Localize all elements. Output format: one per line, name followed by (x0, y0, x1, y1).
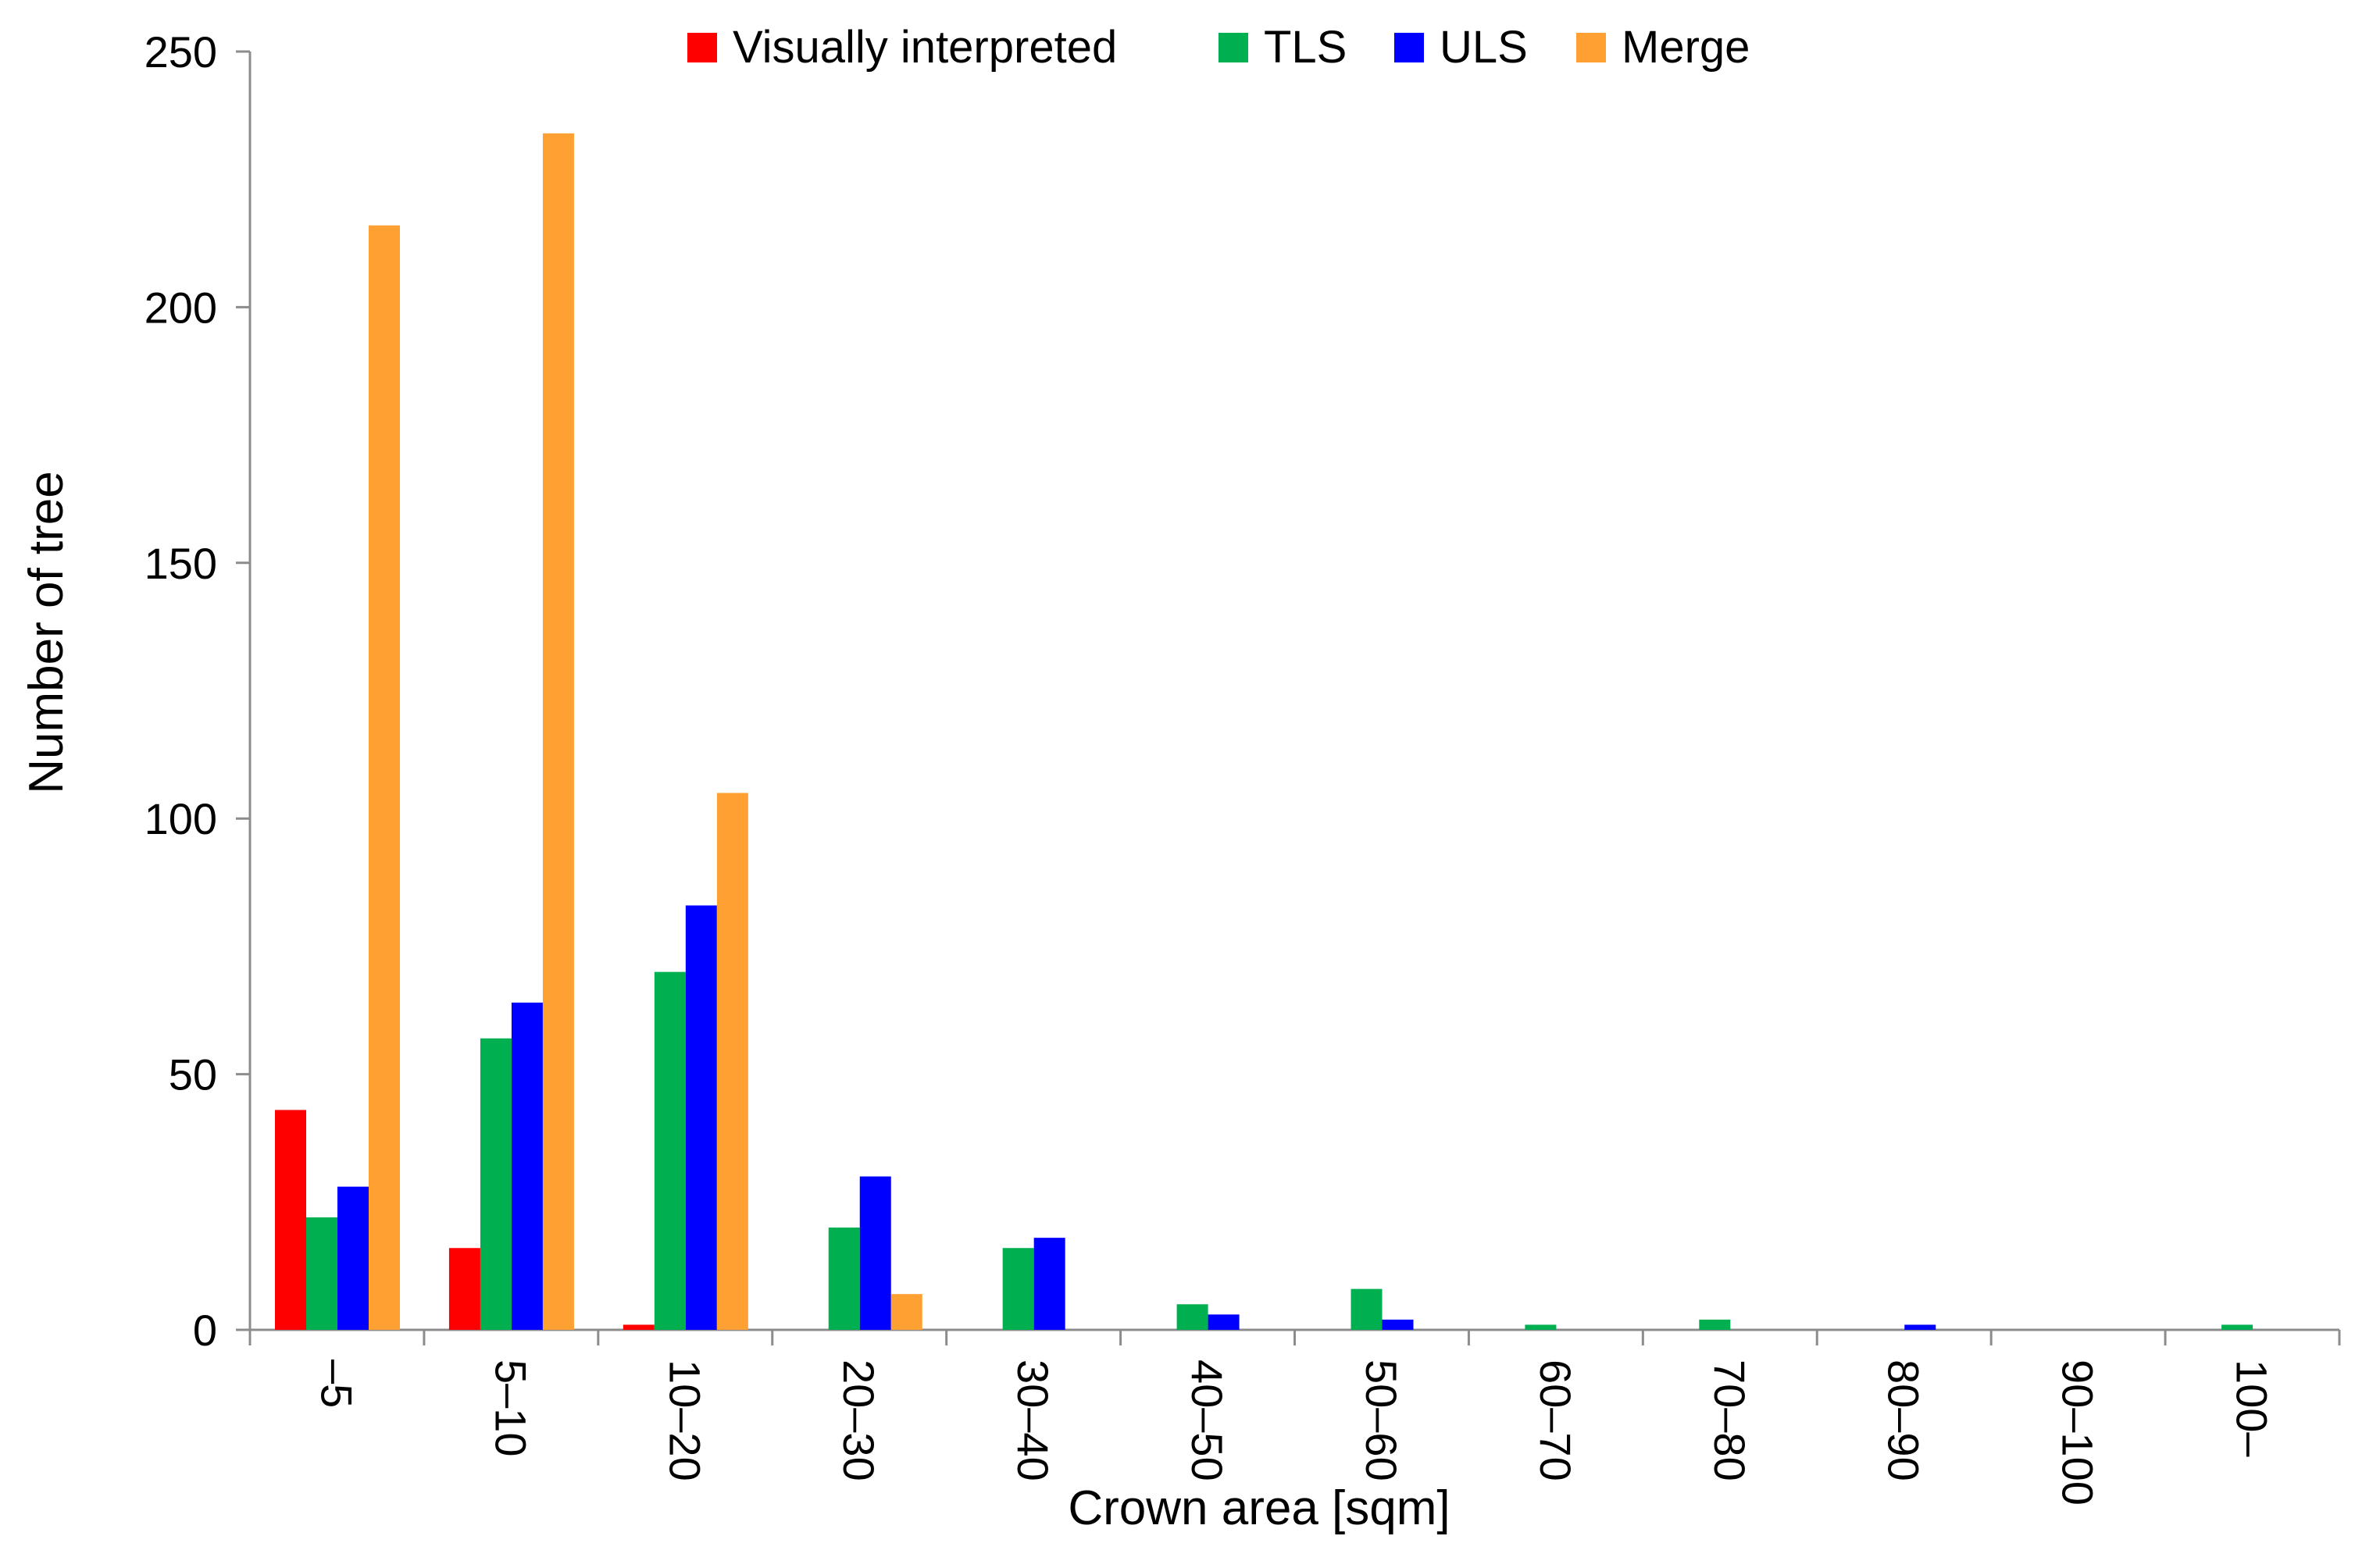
y-axis: 0 50 100 150 200 250 (145, 27, 252, 1355)
y-tick-label: 200 (145, 283, 217, 332)
y-axis-title: Number of tree (20, 471, 73, 794)
bar-uls-0 (337, 1186, 369, 1330)
x-tick-label: 5–10 (486, 1360, 535, 1457)
x-tick-label: 90–100 (2053, 1360, 2103, 1506)
bar-tls-7 (1525, 1324, 1557, 1330)
legend-swatch (687, 33, 717, 62)
bar-uls-9 (1904, 1324, 1936, 1330)
bar-visually-interpreted-0 (275, 1110, 306, 1330)
bar-tls-0 (306, 1217, 337, 1330)
x-axis: –5 5–10 10–20 20–30 30–40 40–50 50–60 60–70 70–8… (248, 1328, 2341, 1506)
bar-uls-3 (859, 1176, 891, 1330)
bar-uls-6 (1382, 1319, 1414, 1330)
y-tick-label: 0 (193, 1306, 217, 1355)
bar-visually-interpreted-1 (448, 1248, 480, 1330)
bar-merge-2 (716, 793, 748, 1330)
bar-tls-1 (480, 1038, 512, 1330)
bars (275, 133, 2253, 1331)
bar-tls-5 (1176, 1304, 1208, 1330)
bar-tls-3 (828, 1228, 860, 1330)
x-axis-title: Crown area [sqm] (1068, 1481, 1450, 1535)
bar-uls-5 (1208, 1314, 1240, 1330)
bar-merge-0 (369, 225, 400, 1331)
x-tick-label: 100– (2228, 1360, 2277, 1457)
bar-tls-8 (1699, 1319, 1731, 1330)
x-tick-label: 80–90 (1879, 1360, 1929, 1481)
x-tick-label: 50–60 (1357, 1360, 1406, 1481)
x-tick-label: 10–20 (660, 1360, 709, 1481)
x-tick-label: 70–80 (1705, 1360, 1754, 1481)
x-tick-label: 40–50 (1183, 1360, 1232, 1481)
legend-label: TLS (1264, 22, 1347, 73)
x-tick-label: 60–70 (1531, 1360, 1580, 1481)
y-tick-label: 250 (145, 27, 217, 77)
legend: Visually interpreted TLS ULS Merge (687, 22, 1750, 73)
bar-merge-3 (890, 1294, 922, 1330)
legend-label: Visually interpreted (733, 22, 1117, 73)
legend-label: ULS (1440, 22, 1528, 73)
y-tick-label: 150 (145, 539, 217, 588)
y-tick-label: 100 (145, 794, 217, 843)
x-tick-label: 20–30 (834, 1360, 883, 1481)
legend-label: Merge (1622, 22, 1750, 73)
bar-uls-1 (511, 1002, 543, 1330)
legend-swatch (1219, 33, 1248, 62)
bar-uls-4 (1033, 1238, 1065, 1330)
bar-tls-4 (1002, 1248, 1034, 1330)
bar-visually-interpreted-2 (623, 1324, 655, 1330)
legend-swatch (1394, 33, 1424, 62)
y-tick-label: 50 (169, 1050, 217, 1099)
bar-merge-1 (542, 133, 574, 1330)
bar-tls-11 (2221, 1324, 2253, 1330)
x-tick-label: 30–40 (1008, 1360, 1058, 1481)
bar-tls-6 (1351, 1288, 1383, 1330)
x-tick-label: –5 (312, 1360, 361, 1408)
bar-tls-2 (654, 971, 686, 1330)
bar-uls-2 (685, 905, 717, 1330)
legend-swatch (1576, 33, 1606, 62)
